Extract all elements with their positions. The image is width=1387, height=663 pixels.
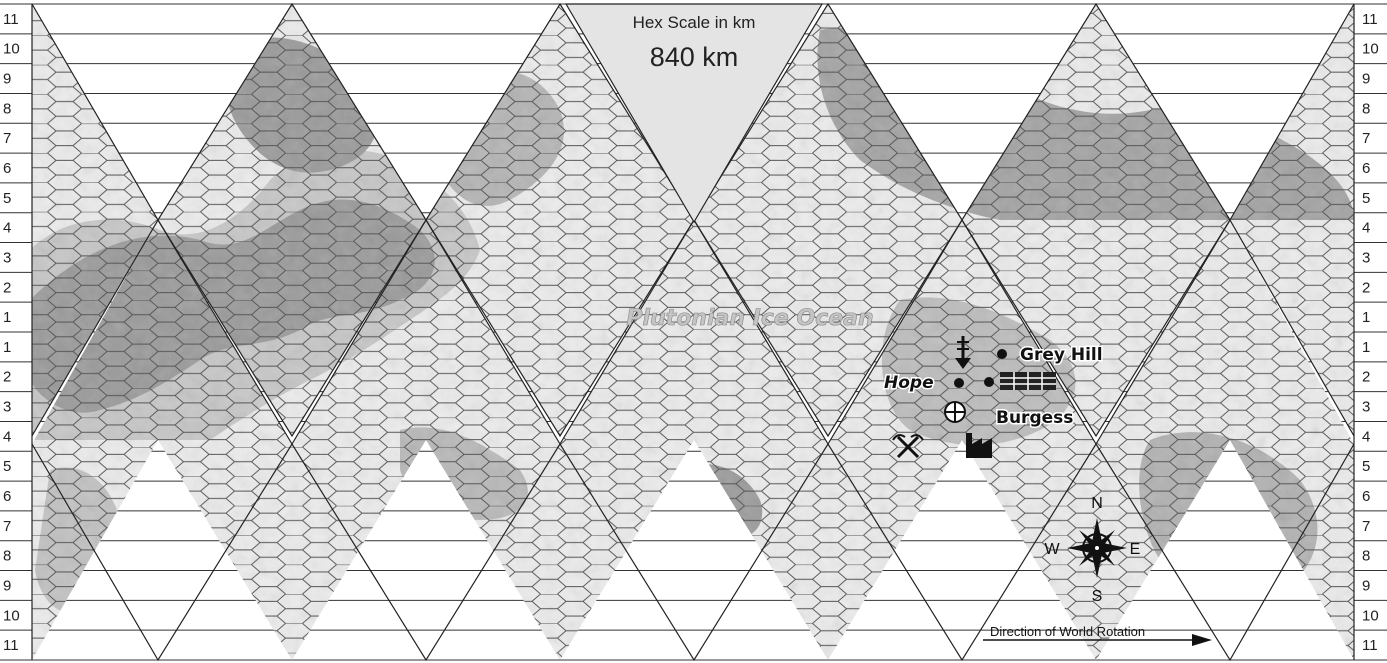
row-label-left: 2	[3, 279, 11, 296]
row-label-right: 9	[1362, 71, 1370, 88]
settlements: Grey Hill Hope Burgess	[883, 336, 1105, 459]
town-dot-icon[interactable]	[954, 378, 964, 388]
crossed-tools-icon[interactable]	[892, 434, 924, 459]
compass-north: N	[1091, 495, 1103, 512]
ocean-label: Plutonian Ice Ocean	[626, 306, 873, 331]
row-label-left: 1	[3, 339, 11, 356]
row-label-right: 8	[1362, 548, 1370, 565]
row-label-left: 10	[3, 41, 20, 58]
scale-box: Hex Scale in km 840 km	[564, 3, 824, 224]
row-label-left: 7	[3, 130, 11, 147]
place-grey-hill[interactable]: Grey Hill	[1019, 344, 1105, 367]
town-dot-icon[interactable]	[984, 377, 994, 387]
row-label-left: 1	[3, 309, 11, 326]
row-label-right: 1	[1362, 339, 1370, 356]
compass-rose-icon	[1067, 518, 1127, 578]
row-label-left: 5	[3, 190, 11, 207]
row-label-right: 4	[1362, 220, 1370, 237]
row-label-right: 8	[1362, 100, 1370, 117]
factory-icon[interactable]	[966, 433, 992, 458]
row-label-right: 11	[1362, 11, 1378, 28]
row-label-right: 1	[1362, 309, 1370, 326]
scale-value: 840 km	[650, 42, 739, 72]
row-label-left: 9	[3, 71, 11, 88]
row-label-right: 2	[1362, 279, 1370, 296]
starport-icon[interactable]	[1000, 372, 1056, 390]
row-label-right: 6	[1362, 488, 1370, 505]
row-label-right: 5	[1362, 190, 1370, 207]
row-label-left: 2	[3, 369, 11, 386]
place-hope[interactable]: Hope	[883, 372, 936, 395]
row-label-right: 4	[1362, 428, 1370, 445]
place-burgess[interactable]: Burgess	[995, 407, 1075, 430]
compass-east: E	[1130, 541, 1141, 558]
row-label-right: 6	[1362, 160, 1370, 177]
row-label-left: 11	[3, 637, 19, 654]
row-label-left: 10	[3, 607, 20, 624]
rotation-label: Direction of World Rotation	[990, 624, 1145, 639]
row-label-left: 6	[3, 488, 11, 505]
row-label-left: 3	[3, 399, 11, 416]
row-label-right: 10	[1362, 41, 1379, 58]
row-label-left: 8	[3, 100, 11, 117]
row-label-left: 3	[3, 249, 11, 266]
row-label-right: 2	[1362, 369, 1370, 386]
row-label-left: 9	[3, 577, 11, 594]
row-label-left: 6	[3, 160, 11, 177]
row-label-right: 7	[1362, 130, 1370, 147]
row-label-right: 11	[1362, 637, 1378, 654]
row-label-right: 5	[1362, 458, 1370, 475]
row-label-right: 3	[1362, 399, 1370, 416]
compass-south: S	[1092, 588, 1103, 605]
row-label-left: 4	[3, 428, 11, 445]
row-label-left: 8	[3, 548, 11, 565]
row-label-left: 4	[3, 220, 11, 237]
row-label-right: 3	[1362, 249, 1370, 266]
row-label-left: 11	[3, 11, 19, 28]
compass-west: W	[1044, 541, 1060, 558]
scale-title: Hex Scale in km	[633, 13, 756, 32]
row-label-right: 10	[1362, 607, 1379, 624]
mine-shaft-icon[interactable]	[955, 336, 971, 369]
row-label-right: 9	[1362, 577, 1370, 594]
rotation-arrow-icon	[983, 634, 1212, 646]
town-dot-icon[interactable]	[997, 349, 1007, 359]
dome-icon[interactable]	[944, 401, 966, 423]
row-label-left: 5	[3, 458, 11, 475]
row-label-left: 7	[3, 518, 11, 535]
row-label-right: 7	[1362, 518, 1370, 535]
